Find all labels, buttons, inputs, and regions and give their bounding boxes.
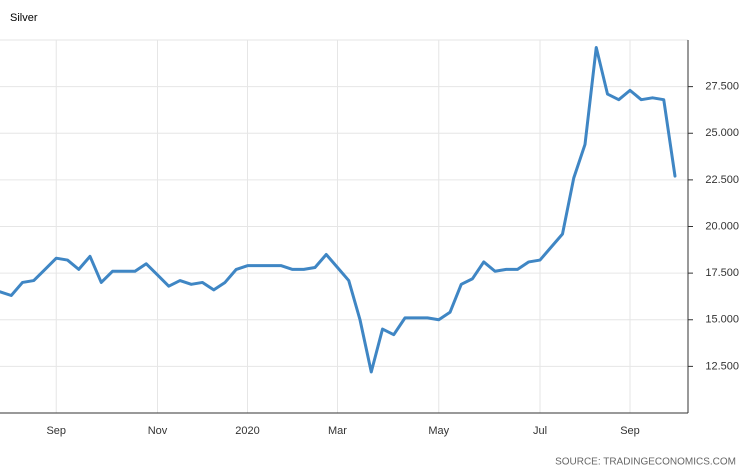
x-tick-label: May: [428, 425, 449, 437]
y-tick-label: 27.500: [705, 81, 739, 93]
y-tick-label: 22.500: [705, 174, 739, 186]
price-line: [0, 45, 677, 374]
y-tick-label: 25.000: [705, 127, 739, 139]
x-tick-label: Sep: [46, 425, 66, 437]
y-tick-label: 15.000: [705, 314, 739, 326]
x-tick-label: Sep: [620, 425, 640, 437]
source-note: SOURCE: TRADINGECONOMICS.COM: [555, 457, 736, 468]
x-tick-label: 2020: [235, 425, 259, 437]
chart-title: Silver: [10, 12, 38, 24]
y-tick-label: 12.500: [705, 360, 739, 372]
x-tick-label: Nov: [148, 425, 168, 437]
x-tick-label: Mar: [328, 425, 347, 437]
y-tick-label: 20.000: [705, 220, 739, 232]
y-tick-label: 17.500: [705, 267, 739, 279]
x-tick-label: Jul: [533, 425, 547, 437]
